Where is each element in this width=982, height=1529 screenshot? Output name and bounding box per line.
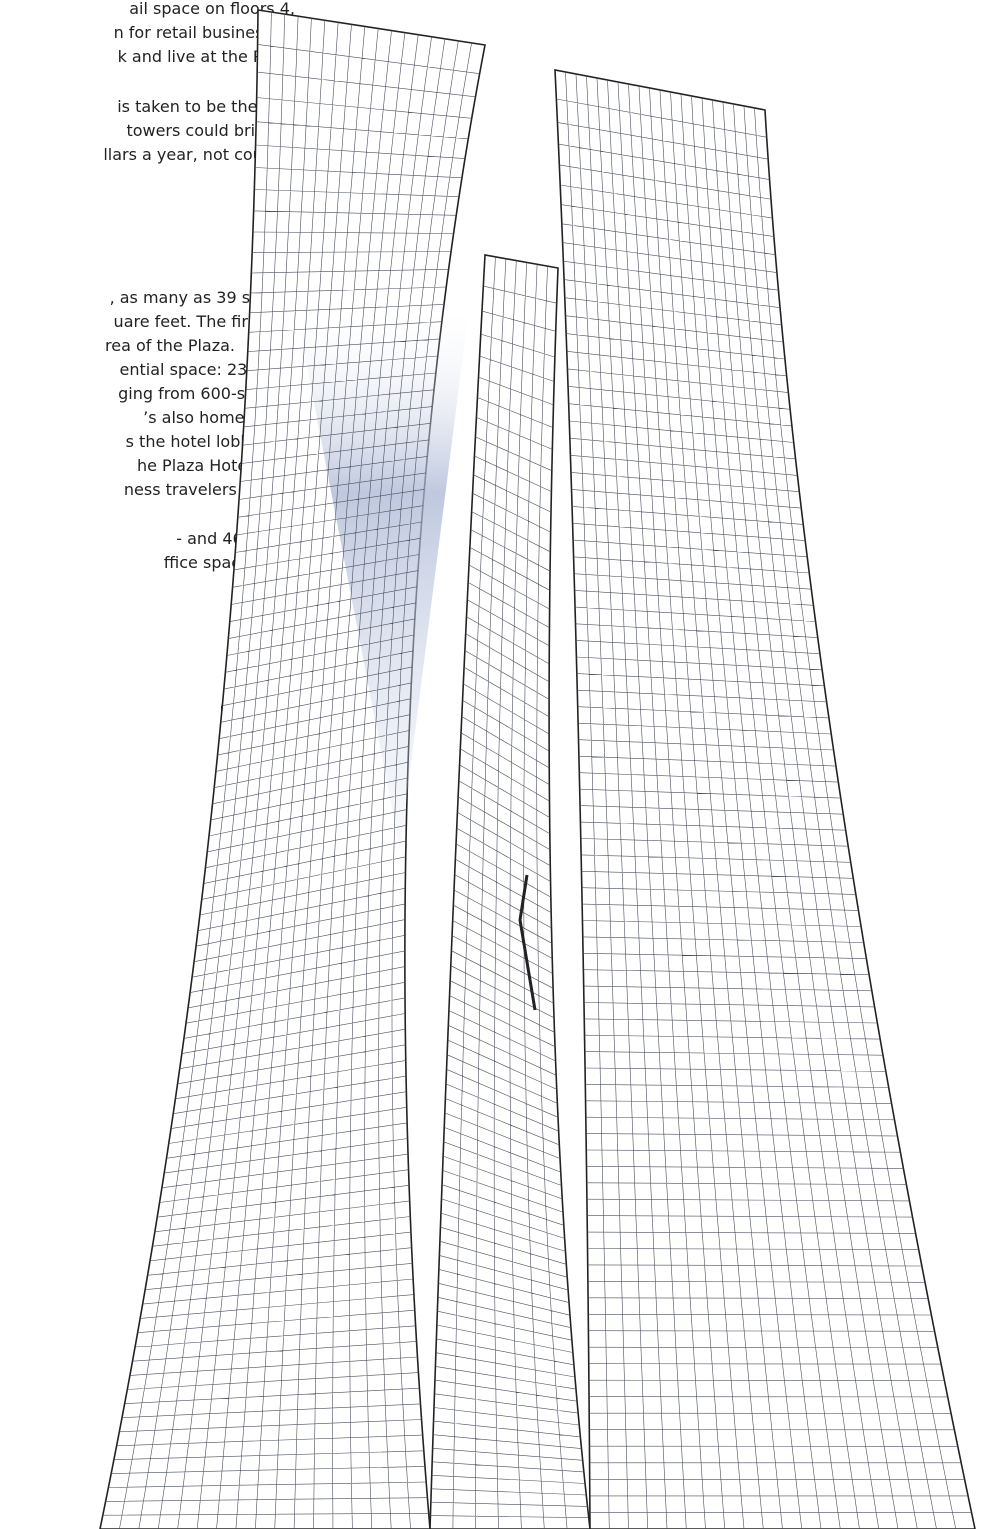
body-text-line: ness travelers and <box>124 480 272 499</box>
body-text-line: k and live at the Plaza <box>118 47 295 66</box>
tower-illustration <box>99 9 976 1529</box>
body-text-line: towers could bring in <box>126 121 295 140</box>
body-text-line: rea of the Plaza. <box>105 336 235 355</box>
tower-edge <box>518 874 537 1011</box>
tower-grid <box>430 256 589 1529</box>
body-text-line: ail space on floors 4, <box>129 0 295 18</box>
tower-grid <box>102 12 480 1529</box>
tower-face <box>99 9 486 1529</box>
body-text-line: ffice space. <box>164 553 255 572</box>
tower-face <box>554 69 976 1529</box>
body-text-line: is taken to be the rent <box>117 97 295 116</box>
body-text-line: n for retail businesses, <box>114 23 295 42</box>
tower-grid <box>556 71 972 1529</box>
body-text-line: llars a year, not count- <box>103 145 285 164</box>
